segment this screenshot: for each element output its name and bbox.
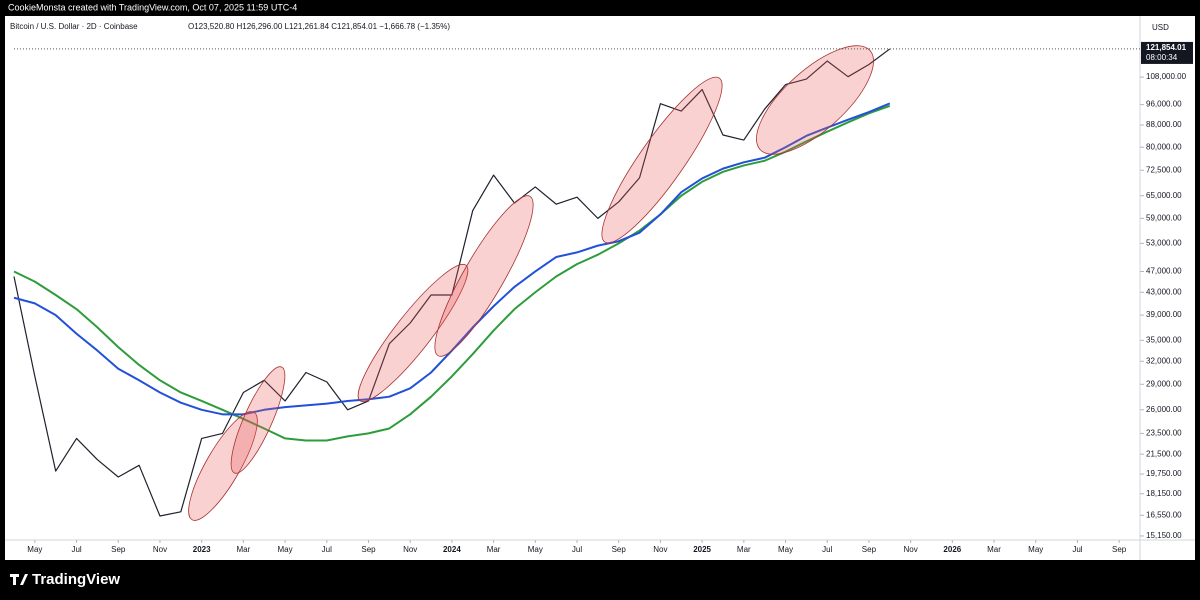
annotation-ellipse xyxy=(756,45,874,155)
ohlc: O123,520.80 H126,296.00 L121,261.84 C121… xyxy=(188,22,450,31)
chart-area xyxy=(5,16,1195,560)
x-tick-label: Mar xyxy=(987,545,1001,554)
x-tick-label: 2026 xyxy=(943,545,961,554)
x-tick-label: May xyxy=(1028,545,1043,554)
x-tick-label: Mar xyxy=(487,545,501,554)
brand: TradingView xyxy=(32,571,120,588)
x-tick-label: May xyxy=(778,545,793,554)
x-tick-label: Mar xyxy=(236,545,250,554)
annotation-ellipse xyxy=(357,263,469,403)
x-tick-label: Nov xyxy=(403,545,417,554)
credit: CookieMonsta created with TradingView.co… xyxy=(8,2,297,12)
countdown: 08:00:34 xyxy=(1146,53,1178,62)
x-tick-label: Nov xyxy=(153,545,167,554)
y-tick-label: 23,500.00 xyxy=(1146,429,1182,438)
x-tick-label: 2023 xyxy=(193,545,211,554)
y-tick-label: 32,000.00 xyxy=(1146,356,1182,365)
annotation-ellipse xyxy=(601,76,723,244)
x-tick-label: Jul xyxy=(71,545,81,554)
x-tick-label: Sep xyxy=(862,545,877,554)
price-label-box xyxy=(1141,41,1193,64)
annotation-ellipse xyxy=(230,366,286,474)
y-tick-label: 47,000.00 xyxy=(1146,267,1182,276)
series-line xyxy=(13,104,891,442)
y-tick-label: 96,000.00 xyxy=(1146,100,1182,109)
annotations xyxy=(188,45,874,521)
x-tick-label: 2024 xyxy=(443,545,461,554)
x-tick-label: Jul xyxy=(572,545,582,554)
y-tick-label: 29,000.00 xyxy=(1146,379,1182,388)
logo: TradingView xyxy=(10,571,120,588)
y-tick-label: 16,550.00 xyxy=(1146,510,1182,519)
x-tick-label: May xyxy=(528,545,543,554)
series-line xyxy=(13,48,891,517)
x-tick-label: May xyxy=(278,545,293,554)
x-tick-label: Sep xyxy=(612,545,627,554)
x-tick-label: Sep xyxy=(361,545,376,554)
y-tick-label: 19,750.00 xyxy=(1146,469,1182,478)
currency: USD xyxy=(1152,23,1169,32)
y-tick-label: 26,000.00 xyxy=(1146,405,1182,414)
annotation-ellipse xyxy=(188,411,258,521)
logo-mark xyxy=(10,574,28,585)
x-tick-label: Mar xyxy=(737,545,751,554)
price-label: 121,854.01 xyxy=(1146,43,1187,52)
y-tick-label: 15,150.00 xyxy=(1146,531,1182,540)
x-tick-label: Sep xyxy=(111,545,126,554)
x-tick-label: Jul xyxy=(1072,545,1082,554)
y-tick-label: 39,000.00 xyxy=(1146,310,1182,319)
y-tick-label: 59,000.00 xyxy=(1146,213,1182,222)
x-tick-label: Jul xyxy=(322,545,332,554)
y-tick-label: 108,000.00 xyxy=(1146,72,1187,81)
y-tick-label: 80,000.00 xyxy=(1146,142,1182,151)
x-tick-label: Nov xyxy=(904,545,918,554)
y-tick-label: 35,000.00 xyxy=(1146,335,1182,344)
y-tick-label: 43,000.00 xyxy=(1146,287,1182,296)
y-tick-label: 72,500.00 xyxy=(1146,165,1182,174)
x-tick-label: May xyxy=(27,545,42,554)
x-tick-label: Sep xyxy=(1112,545,1127,554)
x-tick-label: 2025 xyxy=(693,545,711,554)
annotation-ellipse xyxy=(434,195,534,357)
y-tick-label: 18,150.00 xyxy=(1146,489,1182,498)
symbol: Bitcoin / U.S. Dollar · 2D · Coinbase xyxy=(10,22,138,31)
x-tick-label: Jul xyxy=(822,545,832,554)
y-tick-label: 53,000.00 xyxy=(1146,239,1182,248)
x-tick-label: Nov xyxy=(653,545,667,554)
y-tick-label: 21,500.00 xyxy=(1146,449,1182,458)
y-tick-label: 65,000.00 xyxy=(1146,191,1182,200)
y-tick-label: 88,000.00 xyxy=(1146,120,1182,129)
